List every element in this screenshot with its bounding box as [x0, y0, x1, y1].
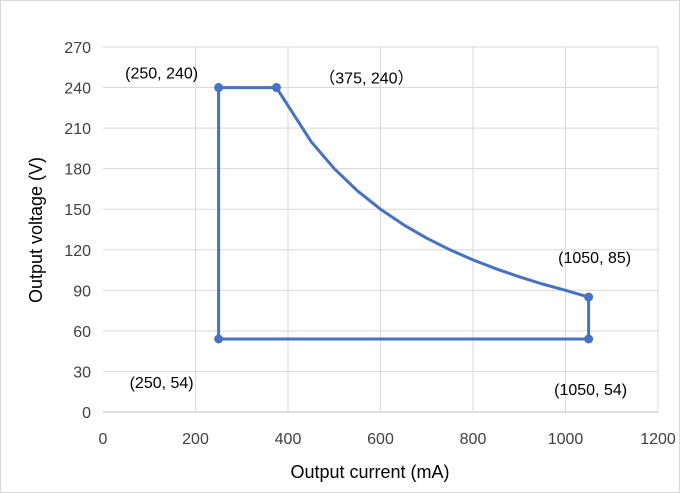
y-tick-label: 120: [64, 243, 91, 260]
y-tick-label: 30: [73, 364, 91, 381]
x-tick-label: 1000: [548, 431, 584, 448]
data-point-marker: [584, 292, 594, 302]
point-annotation: (250, 240): [125, 66, 198, 83]
x-tick-label: 800: [460, 431, 487, 448]
series-line: [217, 86, 591, 341]
y-tick-label: 210: [64, 121, 91, 138]
x-tick-label: 600: [367, 431, 394, 448]
point-annotation: （375, 240）: [319, 70, 413, 88]
y-tick-label: 150: [64, 202, 91, 219]
y-tick-labels: 0 30 60 90 120 150 180 210 240 270: [64, 40, 91, 422]
point-annotation: (1050, 54): [554, 382, 627, 399]
y-tick-label: 0: [82, 405, 91, 422]
point-annotations: (250, 240) （375, 240） (1050, 85) (250, 54) (…: [125, 66, 631, 399]
gridlines: [103, 46, 659, 413]
data-point-marker: [214, 83, 224, 93]
series-markers: [214, 83, 594, 344]
y-tick-label: 180: [64, 162, 91, 179]
y-tick-label: 60: [73, 324, 91, 341]
x-tick-label: 200: [182, 431, 209, 448]
x-tick-label: 0: [99, 431, 108, 448]
x-tick-labels: 0 200 400 600 800 1000 1200: [99, 431, 676, 448]
x-tick-label: 400: [275, 431, 302, 448]
point-annotation: (1050, 85): [558, 250, 631, 267]
y-tick-label: 270: [64, 40, 91, 57]
x-tick-label: 1200: [640, 431, 676, 448]
y-axis-title: Output voltage (V): [26, 157, 46, 303]
y-tick-label: 90: [73, 283, 91, 300]
data-point-marker: [584, 334, 594, 344]
point-annotation: (250, 54): [130, 375, 194, 392]
data-point-marker: [214, 334, 224, 344]
x-axis-title: Output current (mA): [290, 462, 449, 482]
data-point-marker: [271, 83, 281, 93]
y-tick-label: 240: [64, 81, 91, 98]
